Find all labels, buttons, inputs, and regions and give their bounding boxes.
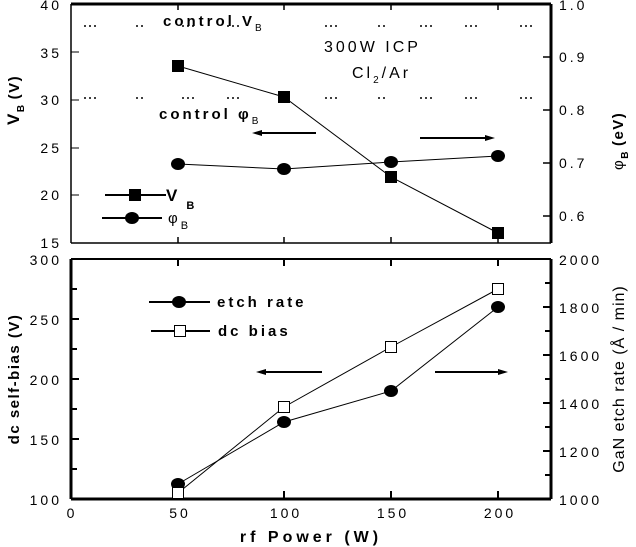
condition-label-power: 300W ICP [324, 39, 421, 56]
etch-rate-point [277, 416, 291, 428]
tick-label: 1400 [559, 396, 602, 412]
bottom-yleft-tick-labels: 300 250 200 150 100 [30, 252, 62, 508]
legend-dc-bias-label: dc bias [218, 323, 291, 340]
top-yleft-title: VB(V) [4, 75, 27, 125]
legend-circle-marker-icon [125, 212, 139, 224]
tick-label: 300 [30, 252, 62, 268]
tick-label: 1200 [559, 444, 602, 460]
tick-label: 250 [30, 312, 62, 328]
dc-bias-point [172, 487, 184, 499]
phib-series-markers [171, 150, 505, 175]
dc-bias-series-line [177, 288, 499, 494]
control-vb-label: control VB [163, 13, 265, 34]
bottom-yleft-title: dc self-bias (V) [6, 314, 23, 445]
tick-label: 100 [30, 492, 62, 508]
tick-label: 50 [169, 505, 191, 521]
condition-label-gas: Cl2/Ar [352, 65, 411, 86]
bottom-yright-ticks [543, 282, 551, 476]
phib-point [491, 150, 505, 162]
bottom-right-axis-arrow [435, 369, 508, 375]
legend-circle-marker-icon [172, 296, 186, 308]
control-phib-label: control φB [159, 106, 261, 127]
bottom-xlabel: rf Power (W) [240, 529, 382, 546]
top-panel: 40 35 30 25 20 15 1.0 0.9 0.8 0.7 0.6 VB… [4, 0, 631, 251]
top-yright-tick-labels: 1.0 0.9 0.8 0.7 0.6 [559, 0, 587, 224]
legend-vb-label: VB [166, 186, 197, 212]
vb-series-line [177, 65, 499, 234]
bottom-yleft-ticks [71, 288, 79, 470]
dc-bias-point [385, 341, 397, 353]
top-yright-ticks [543, 56, 551, 217]
top-yleft-tick-labels: 40 35 30 25 20 15 [40, 0, 62, 251]
bottom-legend: etch rate dc bias [149, 294, 307, 340]
tick-label: 1600 [559, 348, 602, 364]
dc-bias-markers [172, 283, 504, 499]
bottom-panel: 300 250 200 150 100 2000 1800 1600 1400 … [6, 252, 628, 546]
tick-label: 1000 [559, 492, 602, 508]
tick-label: 25 [40, 140, 62, 156]
tick-label: 150 [30, 432, 62, 448]
tick-label: 30 [40, 92, 62, 108]
vb-point [278, 91, 290, 103]
tick-label: 15 [40, 235, 62, 251]
vb-series-markers [172, 60, 504, 239]
tick-label: 0.6 [559, 208, 587, 224]
top-yright-title: φB(eV) [610, 112, 631, 170]
legend-square-marker-icon [129, 189, 141, 201]
etch-rate-point [491, 301, 505, 313]
tick-label: 200 [30, 372, 62, 388]
tick-label: 200 [484, 505, 516, 521]
tick-label: 1800 [559, 300, 602, 316]
vb-point [385, 171, 397, 183]
tick-label: 100 [270, 505, 302, 521]
top-x-ticks [177, 4, 499, 243]
right-axis-arrow [420, 135, 495, 141]
left-axis-arrow [252, 130, 316, 136]
tick-label: 40 [40, 0, 62, 13]
vb-point [172, 60, 184, 72]
top-yleft-ticks [71, 51, 79, 196]
bottom-x-tick-labels: 0 50 100 150 200 [67, 505, 516, 521]
tick-label: 0.9 [559, 49, 587, 65]
tick-label: 35 [40, 45, 62, 61]
phib-point [277, 163, 291, 175]
etch-rate-point [384, 385, 398, 397]
tick-label: 0.7 [559, 155, 587, 171]
phib-point [171, 158, 185, 170]
dc-bias-point [278, 401, 290, 413]
tick-label: 1.0 [559, 0, 587, 13]
tick-label: 0.8 [559, 102, 587, 118]
vb-point [492, 227, 504, 239]
bottom-left-axis-arrow [256, 369, 322, 375]
tick-label: 0 [67, 505, 78, 521]
legend-etch-rate-label: etch rate [217, 294, 307, 311]
phib-point [384, 156, 398, 168]
bottom-yright-title: GaN etch rate (Å / min) [609, 285, 628, 473]
etch-rate-series-line [177, 306, 499, 485]
phib-series-line [177, 155, 499, 170]
dc-bias-point [492, 283, 504, 295]
bottom-yright-tick-labels: 2000 1800 1600 1400 1200 1000 [559, 252, 602, 508]
tick-label: 150 [377, 505, 409, 521]
legend-open-square-marker-icon [174, 325, 186, 337]
tick-label: 2000 [559, 252, 602, 268]
tick-label: 20 [40, 187, 62, 203]
